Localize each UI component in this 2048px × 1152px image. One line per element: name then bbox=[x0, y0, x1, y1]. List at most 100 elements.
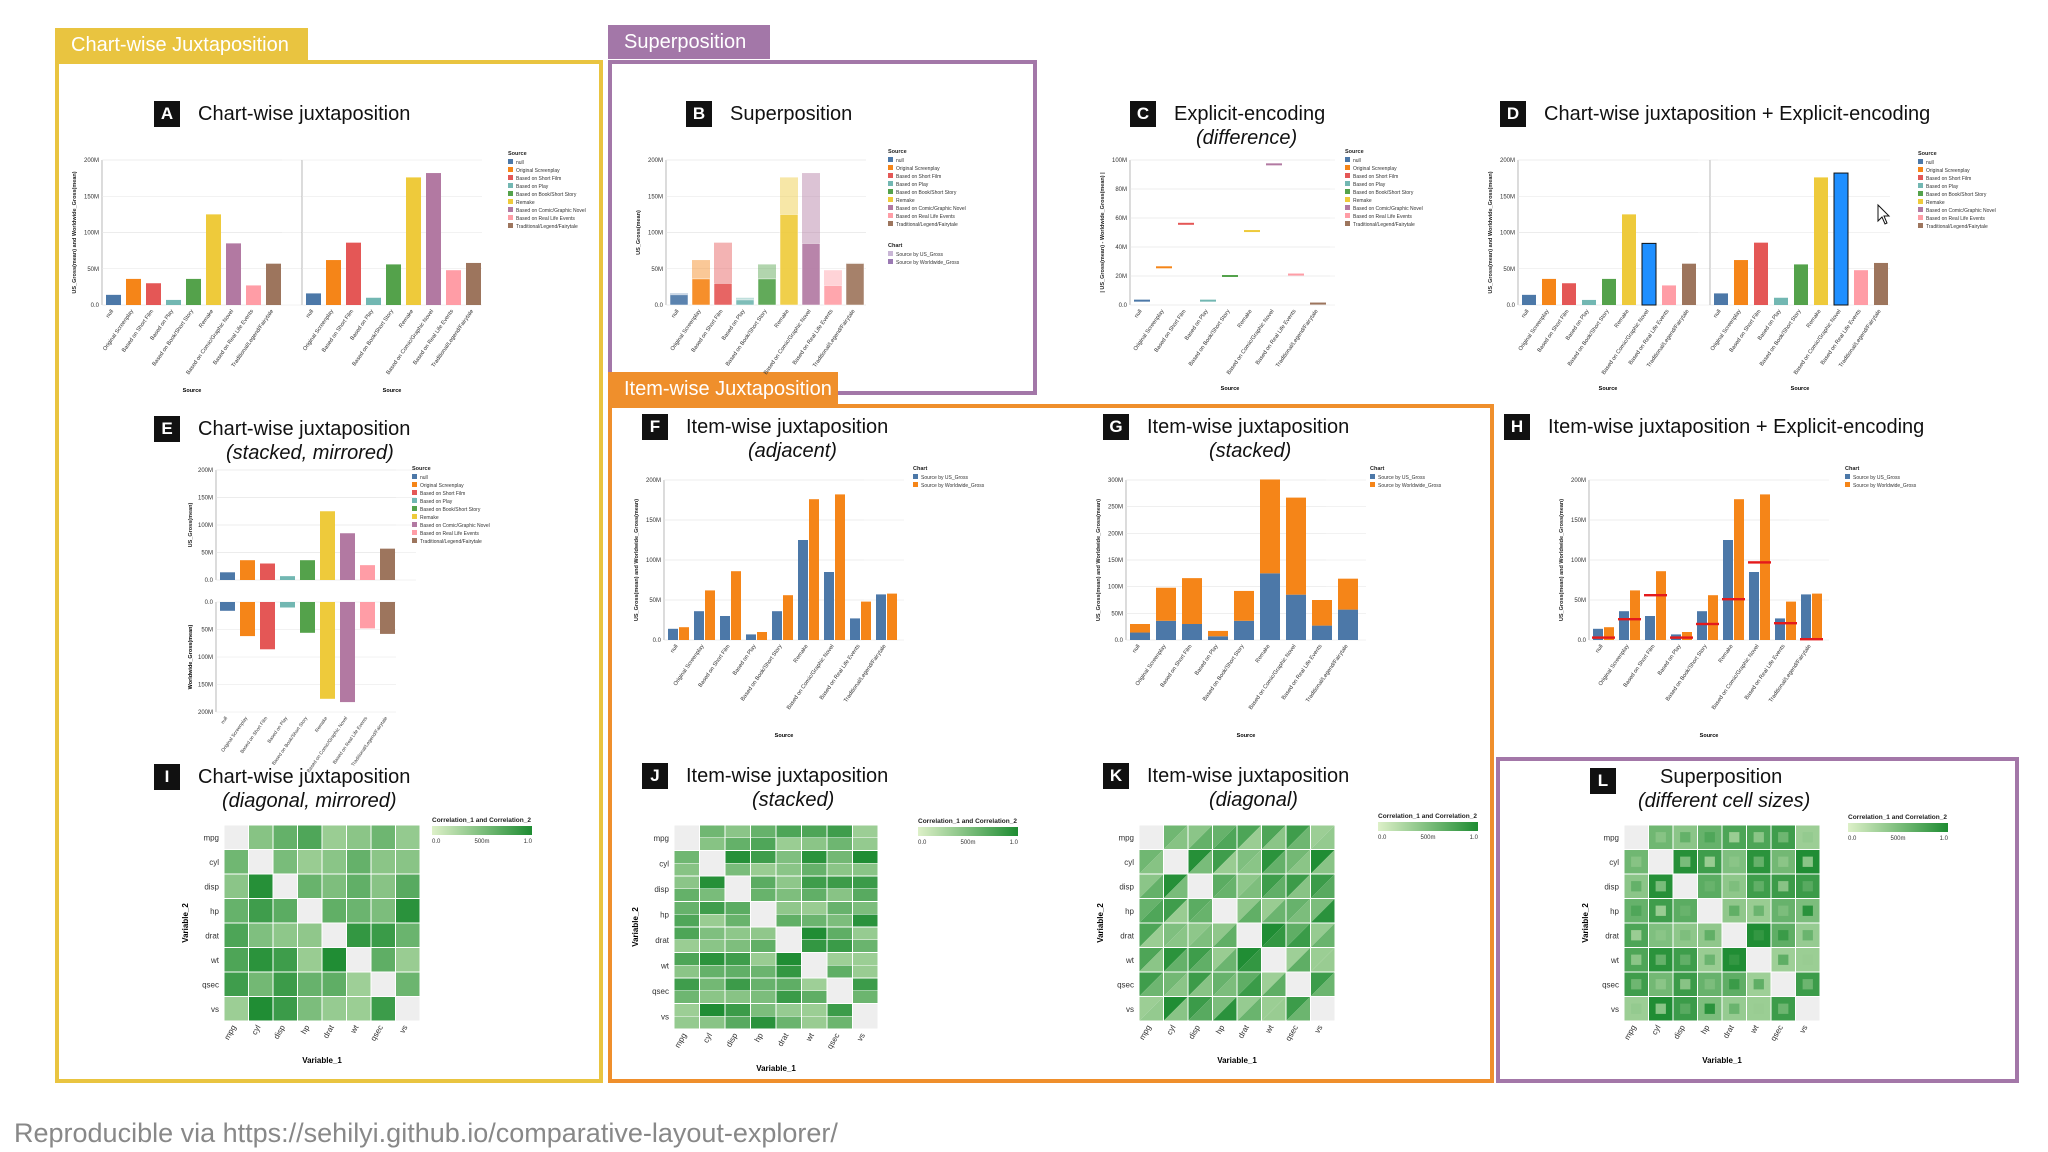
d-legend-swatch bbox=[1918, 175, 1923, 180]
j-cell-top bbox=[775, 901, 802, 915]
g-bar-worldwide bbox=[1182, 578, 1202, 624]
panel-e-subtitle: (stacked, mirrored) bbox=[226, 442, 394, 464]
b-bar-us bbox=[845, 263, 865, 306]
b-legend-swatch bbox=[888, 189, 893, 194]
b-legend-title: Source bbox=[888, 149, 907, 155]
k-cell-lower bbox=[1237, 874, 1262, 899]
l-cell-inner bbox=[1729, 905, 1740, 916]
i-row-label: drat bbox=[205, 931, 220, 940]
e-bottom-y-tick: 0.0 bbox=[205, 600, 214, 606]
l-cell-inner bbox=[1680, 1003, 1691, 1014]
d-chart2-x-tick: null bbox=[1713, 309, 1723, 320]
c-legend-item: Remake bbox=[1353, 198, 1372, 204]
j-cell-bottom bbox=[801, 888, 828, 902]
l-cell-inner bbox=[1680, 905, 1691, 916]
c-y-tick: 0.0 bbox=[1119, 303, 1128, 309]
l-row-label: qsec bbox=[1602, 980, 1619, 989]
c-legend-swatch bbox=[1345, 189, 1350, 194]
a-legend-item: Based on Short Film bbox=[516, 176, 561, 182]
panel-i-badge: I bbox=[154, 764, 180, 790]
k-cell-lower bbox=[1286, 874, 1311, 899]
d-legend-item: null bbox=[1926, 160, 1934, 166]
j-cell-top bbox=[826, 875, 853, 889]
e-legend-item: Based on Real Life Events bbox=[420, 531, 479, 537]
c-diff-mark bbox=[1134, 299, 1150, 302]
j-col-label: drat bbox=[776, 1031, 791, 1048]
j-x-label: Variable_1 bbox=[756, 1064, 796, 1073]
k-row-label: cyl bbox=[1124, 858, 1134, 867]
k-cell-lower bbox=[1139, 923, 1164, 948]
l-cell-inner bbox=[1631, 954, 1642, 965]
g-bar-worldwide bbox=[1338, 578, 1358, 610]
e-bar-us bbox=[300, 560, 315, 580]
j-cell-top bbox=[775, 977, 802, 991]
c-diff-mark bbox=[1310, 302, 1326, 305]
c-legend-item: Traditional/Legend/Fairytale bbox=[1353, 222, 1415, 228]
a-legend-title: Source bbox=[508, 151, 527, 157]
e-bar-us bbox=[220, 572, 235, 580]
g-y-tick: 300M bbox=[1108, 478, 1123, 484]
g-bar-us bbox=[1286, 594, 1306, 640]
d-chart2-bar bbox=[1774, 297, 1788, 305]
c-legend-swatch bbox=[1345, 173, 1350, 178]
a-chart1-y-tick: 0.0 bbox=[91, 303, 100, 309]
c-legend-swatch bbox=[1345, 165, 1350, 170]
c-diff-mark bbox=[1288, 273, 1304, 276]
a-legend-swatch bbox=[508, 167, 513, 172]
panel-j-subtitle: (stacked) bbox=[752, 789, 835, 811]
g-legend-item: Source by US_Gross bbox=[1378, 475, 1425, 481]
d-chart2-x-label: Source bbox=[1791, 386, 1810, 392]
panel-k-heading: Item-wise juxtaposition bbox=[1147, 765, 1350, 787]
i-row-label: disp bbox=[204, 882, 219, 891]
l-legend-gradient bbox=[1848, 823, 1948, 832]
i-cell-diagonal bbox=[395, 996, 421, 1022]
k-cell-diagonal bbox=[1212, 898, 1238, 924]
i-cell bbox=[223, 898, 249, 924]
a-legend-item: Based on Book/Short Story bbox=[516, 192, 577, 198]
i-cell bbox=[370, 996, 396, 1022]
c-diff-mark bbox=[1178, 222, 1194, 225]
d-chart2-x-tick: Remake bbox=[1806, 309, 1823, 330]
k-cell-lower bbox=[1237, 825, 1262, 850]
c-legend-swatch bbox=[1345, 157, 1350, 162]
i-cell bbox=[272, 947, 298, 973]
l-cell-inner bbox=[1704, 881, 1715, 892]
j-cell-bottom bbox=[724, 965, 751, 979]
b-bar-us bbox=[713, 283, 733, 306]
k-cell-diagonal bbox=[1138, 824, 1164, 850]
i-cell-diagonal bbox=[321, 922, 347, 948]
a-chart1-y-tick: 150M bbox=[84, 194, 99, 200]
l-x-label: Variable_1 bbox=[1702, 1056, 1742, 1065]
f-bar-us bbox=[694, 611, 704, 640]
h-bar-us bbox=[1723, 540, 1733, 640]
j-cell-top bbox=[750, 824, 777, 838]
j-row-label: mpg bbox=[653, 834, 669, 843]
j-cell-bottom bbox=[750, 888, 777, 902]
l-cell-inner bbox=[1680, 856, 1691, 867]
h-bar-worldwide bbox=[1682, 632, 1692, 640]
i-cell bbox=[272, 824, 298, 850]
b-legend-swatch bbox=[888, 181, 893, 186]
c-legend-item: Based on Book/Short Story bbox=[1353, 190, 1414, 196]
e-bar-worldwide bbox=[340, 602, 355, 703]
i-cell bbox=[321, 996, 347, 1022]
c-y-tick: 60M bbox=[1115, 216, 1127, 222]
a-chart2-bar bbox=[346, 242, 361, 305]
k-col-label: vs bbox=[1313, 1024, 1325, 1035]
f-bar-worldwide bbox=[861, 601, 871, 640]
footer-reproducible-link[interactable]: Reproducible via https://sehilyi.github.… bbox=[14, 1118, 838, 1148]
h-legend-swatch bbox=[1845, 474, 1850, 479]
i-cell bbox=[223, 996, 249, 1022]
e-top-y-tick: 200M bbox=[198, 468, 213, 474]
i-cell bbox=[297, 922, 323, 948]
j-row-label: wt bbox=[660, 961, 670, 970]
mouse-cursor-icon bbox=[1877, 203, 1891, 225]
k-cell-lower bbox=[1286, 996, 1311, 1021]
l-cell-inner bbox=[1680, 979, 1691, 990]
h-bar-us bbox=[1697, 611, 1707, 640]
d-chart2-bar bbox=[1714, 293, 1728, 305]
j-cell-bottom bbox=[699, 939, 726, 953]
b-legend-swatch bbox=[888, 173, 893, 178]
g-y-tick: 250M bbox=[1108, 505, 1123, 511]
e-bar-worldwide bbox=[220, 602, 235, 611]
